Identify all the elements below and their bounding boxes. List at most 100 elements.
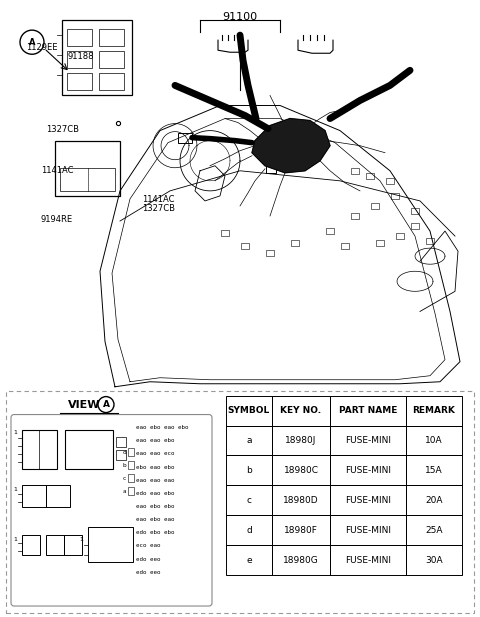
Bar bbox=[128, 449, 134, 457]
Text: FUSE-MINI: FUSE-MINI bbox=[345, 526, 391, 535]
Bar bbox=[22, 429, 57, 470]
Text: 30A: 30A bbox=[425, 556, 443, 565]
Text: A: A bbox=[103, 400, 109, 409]
Bar bbox=[99, 29, 124, 46]
Bar bbox=[62, 20, 132, 96]
Bar bbox=[67, 73, 92, 91]
Text: edo eeo: edo eeo bbox=[136, 570, 160, 575]
Text: VIEW: VIEW bbox=[68, 400, 100, 410]
Bar bbox=[55, 141, 120, 196]
Text: A: A bbox=[29, 38, 35, 47]
Bar bbox=[46, 486, 70, 507]
Text: eao eao eco: eao eao eco bbox=[136, 452, 175, 457]
Text: SYMBOL: SYMBOL bbox=[228, 406, 270, 415]
Text: edo ebo ebo: edo ebo ebo bbox=[136, 531, 175, 536]
Bar bbox=[99, 51, 124, 68]
Text: eao eao ebo: eao eao ebo bbox=[136, 438, 175, 443]
Bar bbox=[67, 51, 92, 68]
Bar bbox=[226, 545, 272, 575]
Text: 1: 1 bbox=[13, 487, 17, 492]
Bar bbox=[226, 426, 272, 455]
Bar bbox=[272, 455, 330, 486]
Text: 18980C: 18980C bbox=[284, 466, 319, 475]
Bar bbox=[116, 437, 126, 447]
Bar bbox=[221, 230, 229, 236]
Bar bbox=[272, 426, 330, 455]
Text: 10A: 10A bbox=[425, 436, 443, 445]
Bar bbox=[366, 173, 374, 179]
Bar bbox=[406, 395, 462, 426]
Bar bbox=[272, 515, 330, 545]
Text: 1: 1 bbox=[13, 430, 17, 435]
Bar bbox=[411, 208, 419, 214]
Bar bbox=[371, 203, 379, 209]
Polygon shape bbox=[252, 118, 330, 173]
Bar bbox=[99, 73, 124, 91]
Bar bbox=[326, 228, 334, 234]
Text: 18980G: 18980G bbox=[283, 556, 319, 565]
Bar bbox=[406, 455, 462, 486]
Bar bbox=[46, 535, 64, 555]
Bar bbox=[22, 486, 46, 507]
Bar bbox=[272, 395, 330, 426]
Text: 18980D: 18980D bbox=[283, 496, 319, 505]
Text: eao ebo ebo: eao ebo ebo bbox=[136, 504, 175, 509]
Bar bbox=[64, 535, 82, 555]
Text: e: e bbox=[246, 556, 252, 565]
Bar bbox=[266, 250, 274, 256]
Text: eao eao eao: eao eao eao bbox=[136, 478, 175, 482]
Text: c: c bbox=[123, 476, 126, 481]
Bar bbox=[272, 545, 330, 575]
Bar bbox=[330, 455, 406, 486]
Text: a: a bbox=[246, 436, 252, 445]
Text: b: b bbox=[246, 466, 252, 475]
Bar bbox=[88, 528, 133, 562]
Text: FUSE-MINI: FUSE-MINI bbox=[345, 436, 391, 445]
Bar bbox=[330, 545, 406, 575]
Text: d: d bbox=[122, 450, 126, 455]
Text: 25A: 25A bbox=[425, 526, 443, 535]
Bar bbox=[22, 535, 40, 555]
Bar bbox=[391, 193, 399, 199]
Bar bbox=[128, 487, 134, 495]
Bar bbox=[341, 243, 349, 249]
Bar bbox=[330, 486, 406, 515]
Text: 1: 1 bbox=[79, 537, 83, 542]
Text: 18980F: 18980F bbox=[284, 526, 318, 535]
Text: ebo eao ebo: ebo eao ebo bbox=[136, 465, 175, 470]
Bar bbox=[226, 486, 272, 515]
Text: 91100: 91100 bbox=[222, 12, 258, 22]
Bar bbox=[406, 515, 462, 545]
Bar bbox=[60, 168, 115, 191]
Text: PART NAME: PART NAME bbox=[339, 406, 397, 415]
Bar bbox=[241, 243, 249, 249]
Text: KEY NO.: KEY NO. bbox=[280, 406, 322, 415]
Bar bbox=[272, 486, 330, 515]
Text: FUSE-MINI: FUSE-MINI bbox=[345, 496, 391, 505]
Bar bbox=[330, 426, 406, 455]
Bar bbox=[351, 168, 359, 174]
Bar bbox=[128, 462, 134, 470]
Bar bbox=[65, 429, 113, 470]
Text: 9194RE: 9194RE bbox=[41, 215, 73, 224]
Text: 20A: 20A bbox=[425, 496, 443, 505]
Bar bbox=[351, 213, 359, 219]
Bar bbox=[116, 450, 126, 460]
Text: c: c bbox=[247, 496, 252, 505]
Bar bbox=[330, 515, 406, 545]
Text: 1141AC: 1141AC bbox=[142, 196, 174, 204]
Text: FUSE-MINI: FUSE-MINI bbox=[345, 556, 391, 565]
Text: b: b bbox=[122, 463, 126, 468]
Bar bbox=[376, 240, 384, 246]
Text: edo eeo: edo eeo bbox=[136, 557, 160, 561]
Bar bbox=[128, 474, 134, 482]
Text: a: a bbox=[122, 489, 126, 494]
Text: 91188: 91188 bbox=[67, 52, 94, 61]
Bar bbox=[386, 178, 394, 184]
Text: FUSE-MINI: FUSE-MINI bbox=[345, 466, 391, 475]
Bar bbox=[178, 133, 192, 143]
Bar bbox=[406, 486, 462, 515]
Bar bbox=[396, 233, 404, 239]
Text: 18980J: 18980J bbox=[285, 436, 317, 445]
Bar bbox=[226, 395, 272, 426]
